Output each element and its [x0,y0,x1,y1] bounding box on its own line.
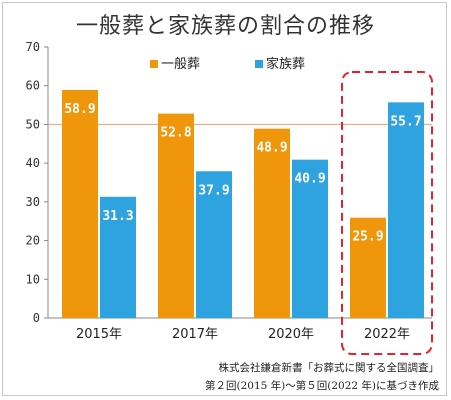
chart-title: 一般葬と家族葬の割合の推移 [75,14,375,39]
legend-label-kazokuso: 家族葬 [266,56,305,72]
bar-ippanso [254,128,290,318]
legend-label-ippanso: 一般葬 [161,56,200,72]
bar-ippanso [158,113,194,319]
y-tick-label: 50 [26,117,40,131]
y-tick-label: 0 [33,311,40,325]
legend-swatch-kazokuso [255,60,263,68]
bar-ippanso [62,89,98,318]
bar-kazokuso [292,159,328,318]
y-tick-label: 10 [26,272,40,286]
x-tick-label: 2020年 [268,327,314,342]
data-label: 40.9 [294,172,325,187]
y-tick-label: 20 [26,234,40,248]
source-note-line-1: 株式会社鎌倉新書「お葬式に関する全国調査」 [218,362,440,374]
legend-swatch-ippanso [150,60,158,68]
data-label: 52.8 [160,126,191,141]
y-tick-label: 40 [26,156,40,170]
y-tick-label: 60 [26,79,40,93]
highlight-box-2022 [341,71,433,355]
data-label: 25.9 [352,230,383,245]
data-label: 48.9 [256,141,287,156]
bar-kazokuso [100,196,136,318]
bar-kazokuso [388,102,424,319]
x-tick-label: 2017年 [172,327,218,342]
x-tick-label: 2022年 [364,327,410,342]
data-label: 37.9 [198,183,229,198]
source-note-line-2: 第２回(2015 年)～第５回(2022 年)に基づき作成 [204,380,439,392]
x-tick-label: 2015年 [76,327,122,342]
bar-ippanso [350,217,386,318]
data-label: 55.7 [390,114,421,129]
data-label: 31.3 [102,209,133,224]
bar-kazokuso [196,171,232,318]
data-label: 58.9 [64,102,95,117]
y-tick-label: 70 [26,40,40,54]
y-tick-label: 30 [26,195,40,209]
